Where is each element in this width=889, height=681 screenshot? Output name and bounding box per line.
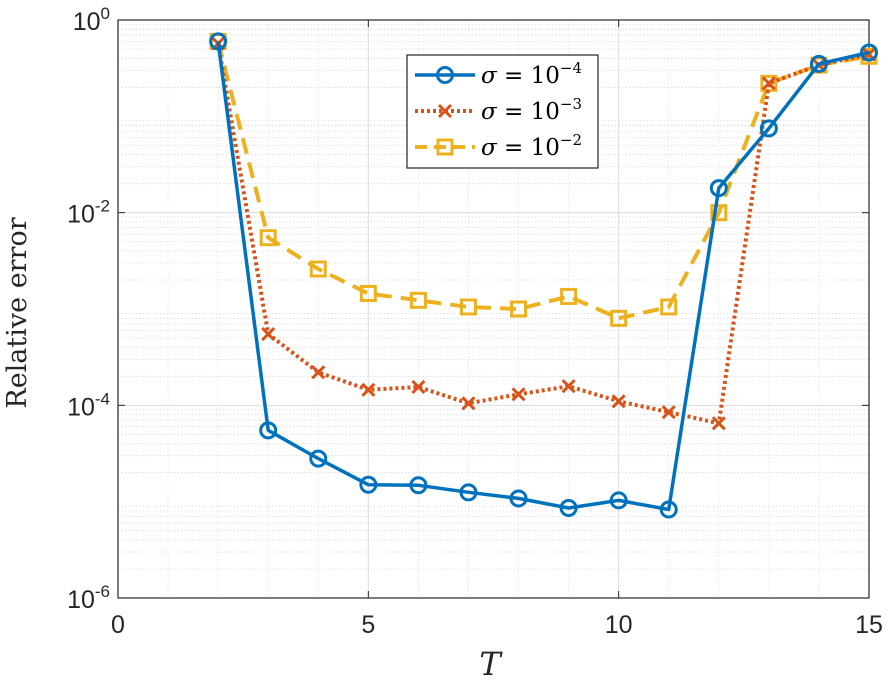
data-point-marker	[459, 483, 478, 502]
data-point-marker	[611, 394, 626, 409]
data-point-marker	[809, 54, 828, 73]
legend-item: σ = 10−2	[415, 131, 582, 161]
data-point-marker	[711, 416, 726, 431]
data-point-marker	[510, 300, 528, 318]
y-tick-label: 10-2	[67, 197, 110, 229]
data-point-marker	[259, 421, 278, 440]
data-point-marker	[659, 500, 678, 519]
data-point-marker	[710, 204, 728, 222]
legend-item: σ = 10−4	[415, 59, 582, 89]
data-point-marker	[359, 284, 377, 302]
data-point-marker	[759, 119, 778, 138]
data-point-marker	[709, 179, 728, 198]
data-point-marker	[309, 260, 327, 278]
data-point-marker	[560, 287, 578, 305]
data-point-marker	[559, 498, 578, 517]
data-point-marker	[309, 449, 328, 468]
data-point-marker	[661, 405, 676, 420]
data-point-marker	[461, 396, 476, 411]
x-axis-ticks: 0 5 10 15	[111, 20, 883, 639]
data-point-marker	[411, 379, 426, 395]
series-layer	[209, 32, 878, 519]
data-point-marker	[761, 76, 776, 91]
data-point-marker	[511, 387, 526, 402]
data-point-marker	[660, 298, 678, 316]
data-point-marker	[259, 229, 277, 247]
y-axis-ticks: 10-6 10-4 10-2 100	[67, 4, 869, 614]
legend: σ = 10−4 σ = 10−3 σ = 10−2	[406, 54, 599, 169]
data-point-marker	[609, 491, 628, 510]
series-1	[209, 32, 878, 519]
data-point-marker	[361, 382, 376, 397]
data-point-marker	[409, 291, 427, 309]
y-tick-label: 10-6	[67, 582, 110, 614]
x-tick-label: 10	[605, 611, 633, 639]
x-axis-label: T	[479, 645, 503, 681]
data-point-marker	[459, 298, 477, 316]
data-point-marker	[359, 475, 378, 494]
data-point-marker	[311, 365, 326, 380]
legend-marker	[436, 138, 454, 156]
x-tick-label: 15	[855, 611, 883, 639]
legend-label: σ = 10−3	[481, 95, 582, 125]
axes-box	[117, 19, 870, 599]
data-point-marker	[209, 32, 228, 51]
y-axis-label: Relative error	[2, 217, 33, 408]
legend-label: σ = 10−2	[481, 131, 582, 161]
data-point-marker	[561, 379, 576, 394]
data-point-marker	[610, 309, 628, 327]
x-tick-label: 5	[361, 611, 375, 639]
data-point-marker	[509, 489, 528, 508]
legend-marker	[436, 66, 454, 84]
data-point-marker	[261, 326, 276, 342]
legend-label: σ = 10−4	[481, 59, 582, 89]
legend-item: σ = 10−3	[415, 95, 582, 125]
series-line	[216, 41, 870, 512]
y-tick-label: 10-4	[67, 389, 110, 421]
legend-marker	[437, 103, 453, 119]
x-tick-label: 0	[111, 611, 125, 639]
data-point-marker	[409, 476, 428, 495]
data-point-marker	[860, 43, 878, 62]
y-tick-label: 100	[73, 4, 110, 36]
